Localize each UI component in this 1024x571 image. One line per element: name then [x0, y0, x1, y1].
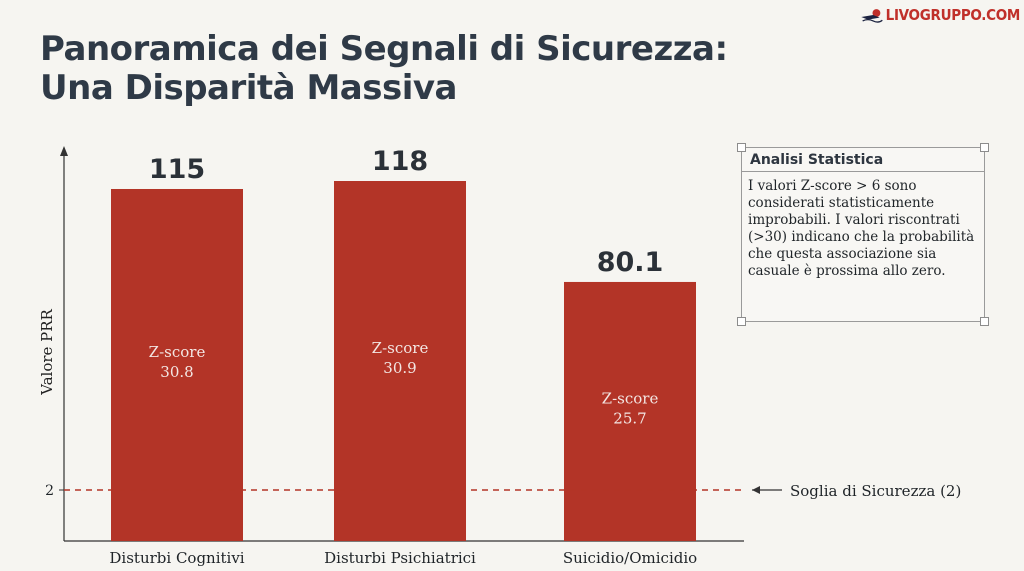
bar-zscore-value: 30.9: [383, 359, 416, 377]
resize-handle-top-right[interactable]: [980, 143, 989, 152]
title-line-2: Una Disparità Massiva: [40, 68, 457, 108]
bar: [564, 281, 696, 541]
threshold-label: Soglia di Sicurezza (2): [790, 482, 961, 500]
statistical-analysis-box[interactable]: Analisi Statistica I valori Z-score > 6 …: [737, 143, 989, 326]
resize-handle-bottom-right[interactable]: [980, 317, 989, 326]
page-title: Panoramica dei Segnali di Sicurezza: Una…: [40, 30, 728, 108]
y-axis-arrow-icon: [60, 146, 68, 156]
bar-value-label: 80.1: [597, 247, 664, 278]
x-tick-label: Disturbi Cognitivi: [109, 549, 244, 567]
info-box-body: I valori Z-score > 6 sono considerati st…: [748, 178, 975, 279]
resize-handle-top-left[interactable]: [737, 143, 746, 152]
bar-zscore-value: 25.7: [613, 409, 646, 427]
threshold-arrow-icon: [752, 486, 760, 494]
bar: [334, 181, 466, 541]
title-line-1: Panoramica dei Segnali di Sicurezza:: [40, 29, 728, 69]
info-box-heading: Analisi Statistica: [742, 148, 984, 172]
bar-zscore-label: Z-score: [372, 339, 429, 357]
y-axis-label: Valore PRR: [38, 309, 56, 395]
bar-zscore-label: Z-score: [602, 389, 659, 407]
x-tick-label: Disturbi Psichiatrici: [324, 549, 476, 567]
bar-value-label: 118: [372, 146, 428, 177]
logo-icon: [861, 9, 883, 23]
bar-zscore-label: Z-score: [149, 343, 206, 361]
logo-text: LIVOGRUPPO.COM: [885, 6, 1021, 24]
resize-handle-bottom-left[interactable]: [737, 317, 746, 326]
bar: [111, 188, 243, 541]
brand-logo: LIVOGRUPPO.COM: [860, 4, 1020, 26]
x-tick-label: Suicidio/Omicidio: [563, 549, 697, 567]
y-tick-label: 2: [45, 483, 54, 499]
bar-zscore-value: 30.8: [160, 363, 193, 381]
bar-value-label: 115: [149, 154, 205, 185]
